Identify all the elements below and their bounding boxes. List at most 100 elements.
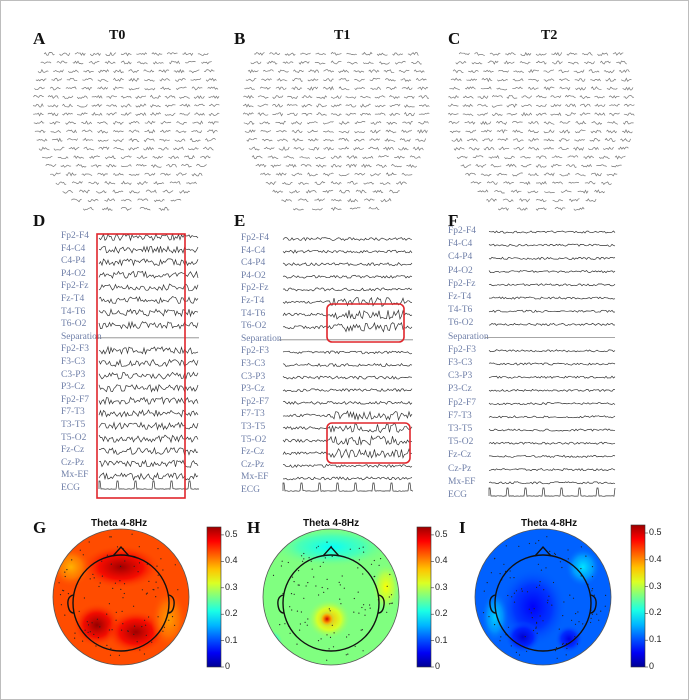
channel-label: Fz-T4 xyxy=(448,292,472,302)
channel-label: Cz-Pz xyxy=(61,457,85,468)
colorbar-tick: 0.5 xyxy=(435,528,448,539)
channel-label: P4-O2 xyxy=(241,270,266,281)
channel-label: C4-P4 xyxy=(241,258,266,269)
panel-label-c: C xyxy=(448,29,461,48)
channel-label: Fp2-Fz xyxy=(61,281,89,292)
channel-label: F7-T3 xyxy=(448,410,472,421)
channel-label: P4-O2 xyxy=(448,265,473,276)
panel-label-h: H xyxy=(247,518,261,537)
channel-label: C4-P4 xyxy=(448,252,473,263)
colorbar-tick: 0.1 xyxy=(225,634,238,645)
channel-label: Fp2-F7 xyxy=(61,394,89,405)
channel-label: Separation xyxy=(61,331,102,342)
head-trace-map-t1 xyxy=(242,51,430,211)
channel-label: Fz-T4 xyxy=(241,296,265,306)
channel-label: F3-C3 xyxy=(448,358,473,368)
panel-title-t0: T0 xyxy=(109,28,126,43)
channel-label: T5-O2 xyxy=(61,432,87,443)
topomap-title-i: Theta 4-8Hz xyxy=(521,518,578,529)
channel-label: Mx-EF xyxy=(448,476,476,487)
channel-label: Fp2-Fz xyxy=(448,278,476,289)
channel-label: T3-T5 xyxy=(448,424,473,434)
colorbar-tick: 0.5 xyxy=(649,527,662,538)
channel-label: T5-O2 xyxy=(241,434,267,445)
channel-label: P3-Cz xyxy=(61,382,85,393)
panel-label-a: A xyxy=(33,29,46,48)
colorbar-tick: 0.2 xyxy=(649,607,662,618)
channel-label: F4-C4 xyxy=(241,245,266,256)
channel-label: Fp2-F3 xyxy=(241,346,269,357)
colorbar-tick: 0.3 xyxy=(649,580,662,591)
channel-label: Separation xyxy=(448,331,489,342)
channel-label: T4-T6 xyxy=(61,306,86,317)
channel-label: C3-P3 xyxy=(61,369,86,380)
colorbar-tick: 0.2 xyxy=(435,608,448,619)
topomap-h xyxy=(262,528,400,666)
channel-label: Mx-EF xyxy=(61,470,89,481)
channel-label: Fz-Cz xyxy=(241,447,265,458)
channel-label: T6-O2 xyxy=(448,318,474,329)
channel-label: T3-T5 xyxy=(61,420,86,430)
eeg-traces-t1 xyxy=(279,237,414,492)
topomap-title-h: Theta 4-8Hz xyxy=(303,518,360,529)
channel-label: ECG xyxy=(448,490,467,500)
channel-label: T6-O2 xyxy=(241,321,267,332)
colorbar-tick: 0.4 xyxy=(435,555,448,566)
channel-label: P3-Cz xyxy=(448,384,472,395)
channel-label: Fp2-F4 xyxy=(241,233,269,243)
panel-label-i: I xyxy=(459,518,466,537)
channel-label: P3-Cz xyxy=(241,384,265,395)
channel-label: F3-C3 xyxy=(241,359,266,369)
colorbar-tick: 0.4 xyxy=(649,553,662,564)
channel-label: Fz-Cz xyxy=(448,450,472,461)
channel-label: C3-P3 xyxy=(241,371,266,382)
channel-label: Fp2-Fz xyxy=(241,283,269,294)
colorbar-tick: 0 xyxy=(649,661,655,671)
eeg-traces-t2 xyxy=(485,230,616,497)
channel-label: T4-T6 xyxy=(241,308,266,319)
channel-label: F4-C4 xyxy=(448,239,473,250)
channel-label: Fz-Cz xyxy=(61,445,85,456)
panel-label-d: D xyxy=(33,211,46,230)
panel-label-b: B xyxy=(234,29,246,48)
colorbar-tick: 0.1 xyxy=(435,634,448,645)
channel-label: Fp2-F4 xyxy=(61,231,89,241)
panel-label-f: F xyxy=(448,211,459,230)
channel-label: T6-O2 xyxy=(61,319,87,330)
head-trace-map-t0 xyxy=(32,51,220,211)
colorbar-tick: 0.2 xyxy=(225,608,238,619)
topomap-i xyxy=(474,528,612,666)
eeg-traces-t0 xyxy=(95,232,200,499)
channel-label: F4-C4 xyxy=(61,243,86,254)
channel-label: Fp2-F3 xyxy=(61,344,89,355)
panel-label-g: G xyxy=(33,518,47,537)
channel-label: Fz-T4 xyxy=(61,294,85,304)
colorbar-i xyxy=(630,524,648,668)
channel-label: Fp2-F7 xyxy=(448,397,476,408)
colorbar-tick: 0.1 xyxy=(649,634,662,645)
colorbar-tick: 0 xyxy=(435,661,441,671)
channel-label: C4-P4 xyxy=(61,256,86,267)
channel-label: Fp2-F3 xyxy=(448,344,476,355)
channel-label: F7-T3 xyxy=(241,409,265,420)
panel-title-t2: T2 xyxy=(541,28,558,43)
channel-label: T5-O2 xyxy=(448,437,474,448)
channel-label: F7-T3 xyxy=(61,407,85,418)
channel-label: ECG xyxy=(241,485,260,495)
channel-label: Cz-Pz xyxy=(241,459,265,470)
channel-label: ECG xyxy=(61,483,80,493)
panel-label-e: E xyxy=(234,211,246,230)
colorbar-tick: 0.3 xyxy=(435,581,448,592)
head-trace-map-t2 xyxy=(447,51,635,211)
channel-label: Fp2-F4 xyxy=(448,226,476,236)
colorbar-tick: 0.3 xyxy=(225,581,238,592)
channel-label: Mx-EF xyxy=(241,472,269,483)
colorbar-g xyxy=(206,526,224,668)
colorbar-tick: 0.5 xyxy=(225,528,238,539)
channel-label: Fp2-F7 xyxy=(241,396,269,407)
panel-title-t1: T1 xyxy=(334,28,351,43)
channel-label: T4-T6 xyxy=(448,305,473,316)
channel-label: C3-P3 xyxy=(448,371,473,382)
colorbar-tick: 0 xyxy=(225,661,231,671)
